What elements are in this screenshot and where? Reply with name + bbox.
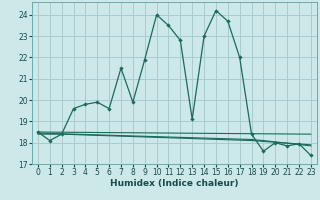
X-axis label: Humidex (Indice chaleur): Humidex (Indice chaleur) [110, 179, 239, 188]
